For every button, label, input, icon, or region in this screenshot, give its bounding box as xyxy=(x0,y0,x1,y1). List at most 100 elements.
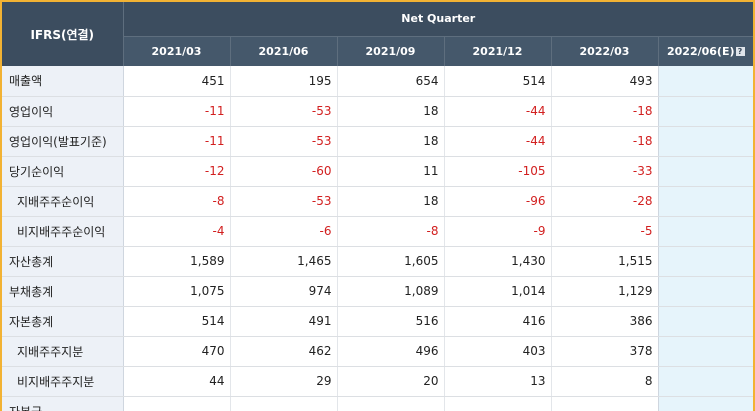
value-cell: -33 xyxy=(550,156,658,187)
table-row: 당기순이익 -12 -60 11 -105 -33 xyxy=(2,156,753,187)
value-cell xyxy=(336,396,444,411)
row-label: 영업이익 xyxy=(2,96,124,127)
period-label: 2022/03 xyxy=(579,44,630,58)
value-cell: -4 xyxy=(122,216,230,247)
value-cell: 470 xyxy=(122,336,230,367)
value-cell: 514 xyxy=(443,66,551,97)
row-label: 매출액 xyxy=(2,66,124,97)
value-cell: -6 xyxy=(229,216,337,247)
row-label: 당기순이익 xyxy=(2,156,124,187)
period-label: 2021/03 xyxy=(151,44,202,58)
corner-header: IFRS(연결) xyxy=(2,2,124,66)
value-cell: 1,089 xyxy=(336,276,444,307)
value-cell: 462 xyxy=(229,336,337,367)
value-cell: 386 xyxy=(550,306,658,337)
value-cell: 18 xyxy=(336,96,444,127)
period-header-4: 2022/03 xyxy=(550,36,658,66)
value-cell: -18 xyxy=(550,126,658,157)
estimate-cell xyxy=(657,306,753,337)
value-cell xyxy=(122,396,230,411)
value-cell: 974 xyxy=(229,276,337,307)
estimate-cell xyxy=(657,156,753,187)
value-cell: 451 xyxy=(122,66,230,97)
period-label: 2021/09 xyxy=(365,44,416,58)
estimate-cell xyxy=(657,66,753,97)
period-label: 2022/06(E) xyxy=(666,44,735,58)
row-label: 비지배주주지분 xyxy=(2,366,124,397)
value-cell: -53 xyxy=(229,126,337,157)
value-cell xyxy=(443,396,551,411)
period-label: 2021/06 xyxy=(258,44,309,58)
estimate-cell xyxy=(657,216,753,247)
value-cell: -18 xyxy=(550,96,658,127)
value-cell: 44 xyxy=(122,366,230,397)
period-header-0: 2021/03 xyxy=(122,36,230,66)
value-cell: 11 xyxy=(336,156,444,187)
value-cell xyxy=(550,396,658,411)
value-cell: 18 xyxy=(336,126,444,157)
period-header-2: 2021/09 xyxy=(336,36,444,66)
value-cell: 1,075 xyxy=(122,276,230,307)
value-cell: 195 xyxy=(229,66,337,97)
value-cell: 1,589 xyxy=(122,246,230,277)
period-header-1: 2021/06 xyxy=(229,36,337,66)
value-cell: -44 xyxy=(443,96,551,127)
value-cell: -28 xyxy=(550,186,658,217)
value-cell: 516 xyxy=(336,306,444,337)
value-cell: 654 xyxy=(336,66,444,97)
period-label: 2021/12 xyxy=(472,44,523,58)
net-quarter-header: Net Quarter xyxy=(123,2,753,37)
value-cell: -11 xyxy=(122,96,230,127)
period-header-5: 2022/06(E)? xyxy=(657,36,753,66)
table-row: 영업이익 -11 -53 18 -44 -18 xyxy=(2,96,753,127)
table-row: 지배주주지분 470 462 496 403 378 xyxy=(2,336,753,367)
estimate-cell xyxy=(657,96,753,127)
value-cell: 20 xyxy=(336,366,444,397)
table-row: 자산총계 1,589 1,465 1,605 1,430 1,515 xyxy=(2,246,753,277)
value-cell: -9 xyxy=(443,216,551,247)
estimate-cell xyxy=(657,246,753,277)
estimate-cell xyxy=(657,126,753,157)
table-row: 영업이익(발표기준) -11 -53 18 -44 -18 xyxy=(2,126,753,157)
value-cell: -53 xyxy=(229,96,337,127)
value-cell: -8 xyxy=(122,186,230,217)
row-label: 영업이익(발표기준) xyxy=(2,126,124,157)
value-cell: 403 xyxy=(443,336,551,367)
row-label: 지배주주순이익 xyxy=(2,186,124,217)
value-cell: -5 xyxy=(550,216,658,247)
help-icon[interactable]: ? xyxy=(735,46,745,56)
value-cell: 1,014 xyxy=(443,276,551,307)
value-cell: 493 xyxy=(550,66,658,97)
value-cell: 1,465 xyxy=(229,246,337,277)
value-cell: 514 xyxy=(122,306,230,337)
table-row: 지배주주순이익 -8 -53 18 -96 -28 xyxy=(2,186,753,217)
value-cell: 18 xyxy=(336,186,444,217)
value-cell: -12 xyxy=(122,156,230,187)
value-cell: 1,430 xyxy=(443,246,551,277)
value-cell: 496 xyxy=(336,336,444,367)
row-label: 자본총계 xyxy=(2,306,124,337)
value-cell: -11 xyxy=(122,126,230,157)
estimate-cell xyxy=(657,366,753,397)
value-cell: 1,515 xyxy=(550,246,658,277)
value-cell: -8 xyxy=(336,216,444,247)
value-cell: 1,605 xyxy=(336,246,444,277)
table-row: 비지배주주지분 44 29 20 13 8 xyxy=(2,366,753,397)
table-row: 부채총계 1,075 974 1,089 1,014 1,129 xyxy=(2,276,753,307)
row-label: 자본금 xyxy=(2,396,124,411)
value-cell: 29 xyxy=(229,366,337,397)
value-cell: -96 xyxy=(443,186,551,217)
value-cell: -105 xyxy=(443,156,551,187)
value-cell: 416 xyxy=(443,306,551,337)
value-cell: 13 xyxy=(443,366,551,397)
value-cell: -44 xyxy=(443,126,551,157)
estimate-cell xyxy=(657,186,753,217)
row-label: 부채총계 xyxy=(2,276,124,307)
row-label: 비지배주주순이익 xyxy=(2,216,124,247)
value-cell: 1,129 xyxy=(550,276,658,307)
value-cell xyxy=(229,396,337,411)
table-row: 자본총계 514 491 516 416 386 xyxy=(2,306,753,337)
period-header-3: 2021/12 xyxy=(443,36,551,66)
row-label: 지배주주지분 xyxy=(2,336,124,367)
